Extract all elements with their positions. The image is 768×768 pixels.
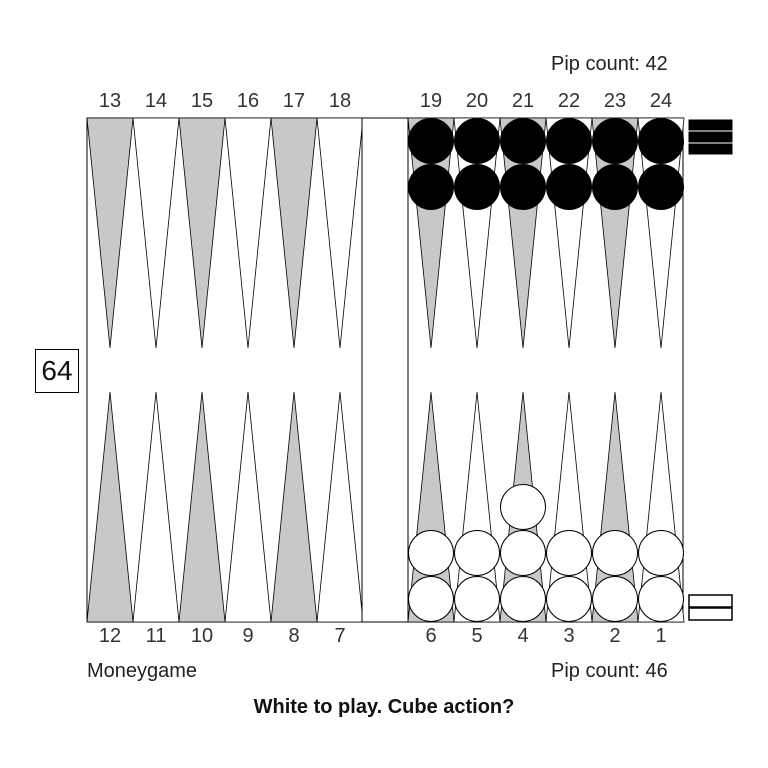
point-number-11: 11: [145, 625, 167, 647]
white-checker[interactable]: [408, 530, 454, 576]
point-number-5: 5: [471, 625, 483, 647]
point-10[interactable]: [178, 391, 226, 623]
white-checker[interactable]: [546, 576, 592, 622]
pip-count-top: Pip count: 42: [551, 53, 668, 75]
white-checker[interactable]: [500, 484, 546, 530]
white-checker[interactable]: [638, 576, 684, 622]
point-number-24: 24: [649, 90, 673, 112]
point-number-1: 1: [655, 625, 667, 647]
point-16[interactable]: [224, 117, 272, 349]
point-number-23: 23: [603, 90, 627, 112]
white-checker[interactable]: [454, 530, 500, 576]
point-number-12: 12: [98, 625, 122, 647]
point-number-22: 22: [557, 90, 581, 112]
point-number-18: 18: [328, 90, 352, 112]
point-number-3: 3: [563, 625, 575, 647]
black-checker[interactable]: [408, 118, 454, 164]
black-borne-off-checker: [688, 131, 733, 143]
white-checker[interactable]: [546, 530, 592, 576]
point-number-20: 20: [465, 90, 489, 112]
point-15[interactable]: [178, 117, 226, 349]
point-13[interactable]: [86, 117, 134, 349]
point-11[interactable]: [132, 391, 180, 623]
point-number-6: 6: [425, 625, 437, 647]
point-number-14: 14: [144, 90, 168, 112]
pip-count-bottom: Pip count: 46: [551, 660, 668, 682]
black-checker[interactable]: [500, 118, 546, 164]
black-checker[interactable]: [408, 164, 454, 210]
black-checker[interactable]: [500, 164, 546, 210]
white-checker[interactable]: [638, 530, 684, 576]
point-number-9: 9: [242, 625, 254, 647]
white-borne-off-checker: [688, 594, 733, 608]
position-caption: White to play. Cube action?: [253, 696, 515, 718]
point-number-8: 8: [288, 625, 300, 647]
black-checker[interactable]: [454, 118, 500, 164]
black-checker[interactable]: [638, 164, 684, 210]
point-7[interactable]: [316, 391, 364, 623]
point-number-13: 13: [98, 90, 122, 112]
point-number-16: 16: [236, 90, 260, 112]
black-checker[interactable]: [454, 164, 500, 210]
point-9[interactable]: [224, 391, 272, 623]
point-number-15: 15: [190, 90, 214, 112]
point-number-21: 21: [511, 90, 535, 112]
black-checker[interactable]: [638, 118, 684, 164]
point-number-4: 4: [517, 625, 529, 647]
point-number-7: 7: [334, 625, 346, 647]
black-checker[interactable]: [546, 118, 592, 164]
point-number-2: 2: [609, 625, 621, 647]
black-checker[interactable]: [592, 164, 638, 210]
point-17[interactable]: [270, 117, 318, 349]
black-checker[interactable]: [592, 118, 638, 164]
white-checker[interactable]: [408, 576, 454, 622]
point-18[interactable]: [316, 117, 364, 349]
point-number-17: 17: [282, 90, 306, 112]
white-checker[interactable]: [500, 576, 546, 622]
doubling-cube[interactable]: 64: [35, 349, 79, 393]
white-checker[interactable]: [500, 530, 546, 576]
black-borne-off-checker: [688, 119, 733, 131]
white-checker[interactable]: [454, 576, 500, 622]
white-borne-off-checker: [688, 607, 733, 621]
point-12[interactable]: [86, 391, 134, 623]
black-checker[interactable]: [546, 164, 592, 210]
point-14[interactable]: [132, 117, 180, 349]
bar[interactable]: [361, 117, 409, 623]
point-8[interactable]: [270, 391, 318, 623]
point-number-19: 19: [419, 90, 443, 112]
white-checker[interactable]: [592, 576, 638, 622]
point-number-10: 10: [190, 625, 214, 647]
black-borne-off-checker: [688, 143, 733, 155]
match-type-label: Moneygame: [87, 660, 198, 682]
white-checker[interactable]: [592, 530, 638, 576]
